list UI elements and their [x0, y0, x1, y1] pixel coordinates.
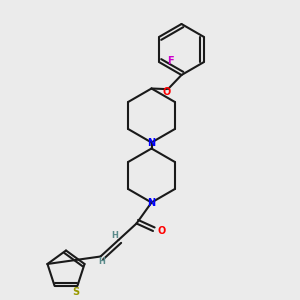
- Text: N: N: [147, 137, 156, 148]
- Text: H: H: [112, 231, 118, 240]
- Text: O: O: [158, 226, 166, 236]
- Text: F: F: [167, 56, 173, 66]
- Text: H: H: [99, 257, 105, 266]
- Text: S: S: [72, 287, 80, 297]
- Text: O: O: [162, 86, 171, 97]
- Text: N: N: [147, 197, 156, 208]
